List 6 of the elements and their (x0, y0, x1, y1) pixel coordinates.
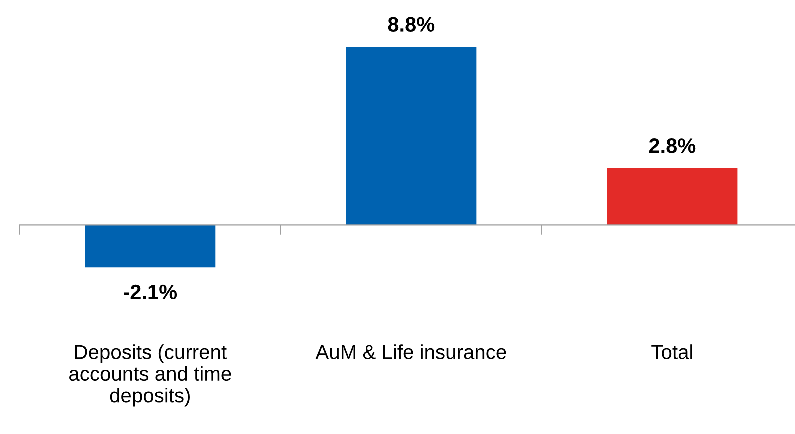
x-tick-label: Total (652, 344, 692, 360)
data-label: 8.8% (388, 17, 435, 32)
data-label: -2.1% (124, 284, 178, 300)
x-tick-label: AuM & Life insurance (316, 344, 506, 360)
x-tick-label: Deposits (current accounts and time deposits) (70, 344, 232, 407)
data-label: 2.8% (649, 138, 696, 154)
